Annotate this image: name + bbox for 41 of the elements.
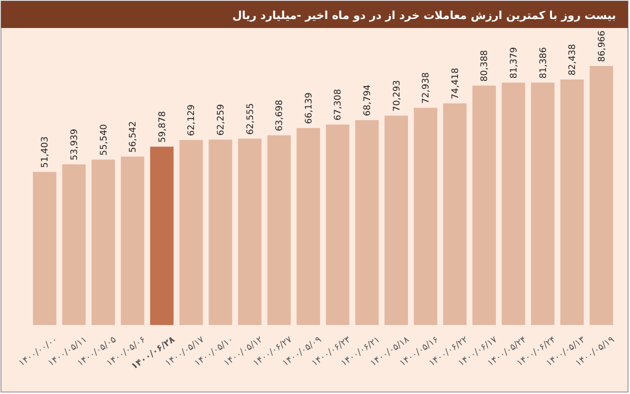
bar [32,172,56,325]
data-label: 51,403 [40,136,51,168]
data-label: 59,878 [158,110,168,143]
data-label: 81,386 [538,46,549,79]
bar [120,156,144,325]
data-label: 55,540 [99,124,110,156]
data-label: 80,388 [480,50,490,82]
bar [179,140,203,325]
bar [238,138,262,325]
data-label: 56,542 [128,121,139,153]
data-label: 67,308 [334,88,344,121]
data-label: 66,139 [304,92,314,124]
bar [150,146,174,325]
bar [502,82,526,325]
bar [590,66,614,325]
data-label: 62,259 [216,104,226,136]
bar [472,86,496,325]
bar [355,120,379,325]
data-label: 72,938 [422,72,432,104]
data-label: 53,939 [70,128,80,160]
bar [62,164,86,325]
bar [531,82,554,325]
data-label: 62,555 [246,103,256,135]
data-label: 70,293 [392,80,402,112]
bar [443,103,467,325]
bar [384,116,408,325]
data-label: 86,966 [597,30,608,62]
bar [560,79,584,325]
data-label: 68,794 [362,84,373,116]
data-label: 62,129 [187,104,198,136]
data-label: 82,438 [568,44,578,76]
bar [267,135,291,325]
chart-title: بیست روز با کمترین ارزش معاملات خرد از در دو ماه اخیر -میلیارد ریال [232,9,616,22]
bar [208,140,232,325]
bar [326,124,350,325]
data-label: 81,379 [509,46,520,79]
data-label: 63,698 [275,100,286,132]
bar [92,160,115,325]
bar [296,128,320,325]
data-label: 74,418 [450,68,461,100]
bar [414,108,438,325]
